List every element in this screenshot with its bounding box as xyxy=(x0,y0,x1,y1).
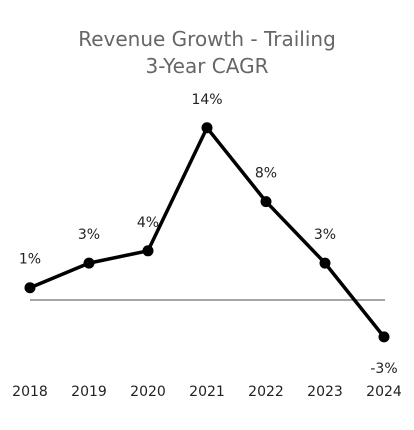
data-point-2021 xyxy=(201,122,213,134)
data-point-2022 xyxy=(260,196,272,208)
chart-title-line-1: Revenue Growth - Trailing xyxy=(78,27,336,51)
data-point-2024 xyxy=(378,331,390,343)
x-tick-label-2019: 2019 xyxy=(71,384,107,400)
data-label-2020: 4% xyxy=(137,215,159,231)
x-tick-label-2018: 2018 xyxy=(12,384,48,400)
chart-title-line-2: 3-Year CAGR xyxy=(145,54,269,78)
data-point-2018 xyxy=(24,282,36,294)
data-label-2019: 3% xyxy=(78,227,100,243)
data-point-2019 xyxy=(83,257,95,269)
x-tick-label-2024: 2024 xyxy=(366,384,402,400)
data-label-2024: -3% xyxy=(370,361,397,377)
data-label-2021: 14% xyxy=(191,92,222,108)
data-label-2022: 8% xyxy=(255,166,277,182)
data-point-2020 xyxy=(142,245,154,257)
x-tick-label-2021: 2021 xyxy=(189,384,225,400)
data-label-2023: 3% xyxy=(314,227,336,243)
x-tick-label-2023: 2023 xyxy=(307,384,343,400)
data-label-2018: 1% xyxy=(19,252,41,268)
chart-title: Revenue Growth - Trailing 3-Year CAGR xyxy=(0,26,414,80)
x-tick-label-2020: 2020 xyxy=(130,384,166,400)
x-tick-label-2022: 2022 xyxy=(248,384,284,400)
data-point-2023 xyxy=(319,257,331,269)
